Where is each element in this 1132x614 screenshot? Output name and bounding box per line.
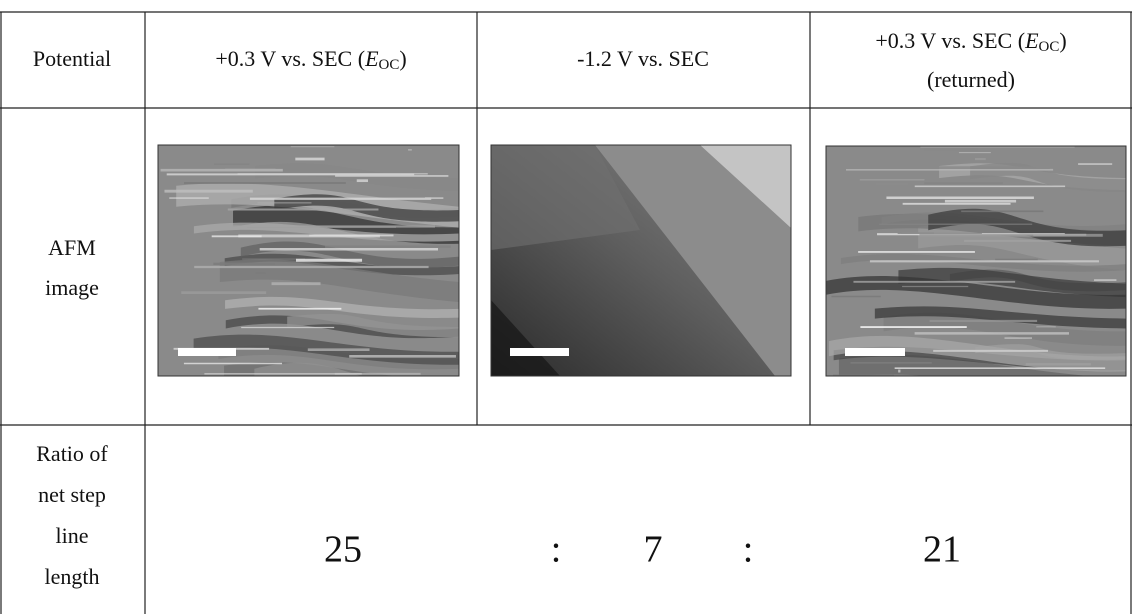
ratio-value: 25 [324, 529, 362, 571]
column-header: -1.2 V vs. SEC [577, 46, 709, 71]
header-text: +0.3 V vs. SEC ( [215, 46, 365, 71]
table-page: Potential+0.3 V vs. SEC (EOC)-1.2 V vs. … [0, 0, 1132, 614]
ratio-value: 7 [644, 529, 663, 571]
scale-bar [510, 348, 569, 356]
header-text: +0.3 V vs. SEC ( [875, 28, 1025, 53]
ratio-value: 21 [923, 529, 961, 571]
column-header: +0.3 V vs. SEC (EOC) [215, 46, 406, 73]
afm-image [826, 146, 1126, 398]
afm-image [158, 145, 459, 408]
row-label: image [45, 275, 99, 300]
row-label: line [56, 523, 89, 548]
row-label: Ratio of [36, 441, 108, 466]
header-symbol: E [1024, 28, 1039, 53]
scale-bar [845, 348, 905, 356]
header-label: Potential [33, 46, 111, 71]
row-label: AFM [48, 235, 96, 260]
header-subscript: OC [379, 57, 400, 73]
header-subscript: OC [1039, 39, 1060, 55]
column-header-note: (returned) [927, 67, 1015, 92]
scale-bar [178, 348, 236, 356]
header-text: ) [399, 46, 406, 71]
header-symbol: E [364, 46, 379, 71]
ratio-separator: : [551, 529, 562, 571]
column-header: +0.3 V vs. SEC (EOC) [875, 28, 1066, 55]
row-label: net step [38, 482, 106, 507]
afm-image [491, 145, 791, 376]
row-label: length [45, 564, 100, 589]
header-text: ) [1059, 28, 1066, 53]
ratio-separator: : [743, 529, 754, 571]
